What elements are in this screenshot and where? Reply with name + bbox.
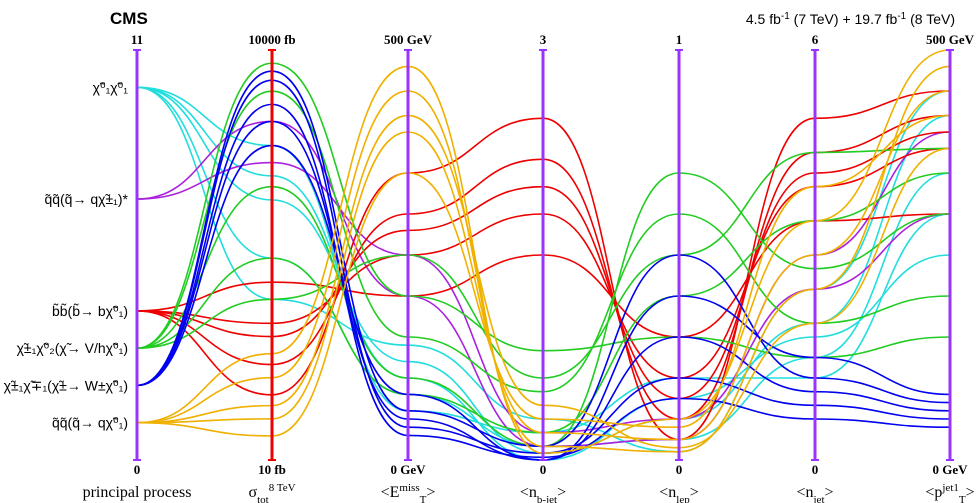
axis-title-part: > [557,484,566,501]
tick-label: 500 GeV [926,32,975,47]
data-line [136,90,951,393]
axis-title: σtot8 TeV [248,482,295,503]
data-line [136,79,951,454]
data-line [136,90,951,441]
axis-title-part: <n [520,484,537,501]
subtitle-part: 4.5 fb [746,11,781,27]
superscript: miss [399,482,419,494]
axis-title: <EmissT> [381,482,436,503]
superscript: -1 [781,11,790,22]
axis-title-part: σ [248,484,257,501]
tick-label: 0 [540,462,547,477]
subtitle-part: (7 TeV) + 19.7 fb [790,11,898,27]
axis-title: <nlep> [659,484,699,503]
tick-label: 0 GeV [932,462,968,477]
data-line [136,120,951,461]
process-label: χ̃⁰₁χ̃⁰₁ [93,79,129,95]
tick-label: 0 [676,462,683,477]
process-label: q̃q̃(q̃→ qχ̃±₁)* [44,191,128,207]
axis-title: <pjet1T> [925,482,974,503]
tick-label: 500 GeV [384,32,433,47]
superscript: -1 [897,11,906,22]
subtitle-part: (8 TeV) [906,11,955,27]
subtitle: 4.5 fb-1 (7 TeV) + 19.7 fb-1 (8 TeV) [746,11,955,28]
axis-title-part: <p [925,484,942,501]
subscript: tot [257,494,269,503]
data-line [136,114,951,437]
subscript: lep [676,494,690,503]
subscript: jet [813,494,825,503]
tick-label: 6 [812,32,819,47]
axis-title-part: > [690,484,699,501]
axis-title-part: <n [796,484,813,501]
tick-label: 1 [676,32,683,47]
tick-label: 11 [131,32,143,47]
axis-title-part: <n [659,484,676,501]
data-line [136,131,951,400]
axis-title-part: > [825,484,834,501]
tick-label: 0 [134,462,141,477]
tick-label: 0 GeV [390,462,426,477]
axis-title: <nb-jet> [520,484,566,503]
superscript: jet1 [941,482,959,494]
subscript: T [959,494,966,503]
chart-title: CMS [110,9,148,28]
data-line [136,144,951,461]
tick-label: 10 fb [258,462,286,477]
superscript: 8 TeV [269,482,296,494]
axis-title-part: > [966,484,975,501]
data-line [136,103,951,459]
data-line [136,114,951,420]
tick-label: 10000 fb [248,32,295,47]
process-label: χ̃±₁χ̃⁰₂(χ̃→ V/hχ̃⁰₁) [17,340,128,356]
data-line [136,70,951,448]
tick-label: 0 [812,462,819,477]
process-label: b̃b̃(b̃→ bχ̃⁰₁) [52,303,128,319]
process-label: χ̃±₁χ̃∓₁(χ̃±→ W±χ̃⁰₁) [4,377,128,393]
axis-title-part: > [426,484,435,501]
subscript: T [420,494,427,503]
tick-label: 3 [540,32,547,47]
data-line [136,65,951,453]
subscript: b-jet [537,494,557,503]
process-label: q̃q̃(q̃→ qχ̃⁰₁) [52,415,128,431]
data-line [136,62,951,359]
axis-title-part: principal process [83,484,192,501]
axis-title-part: <E [381,484,400,501]
axis-title: <njet> [796,484,833,503]
axis-title: principal process [83,484,192,501]
